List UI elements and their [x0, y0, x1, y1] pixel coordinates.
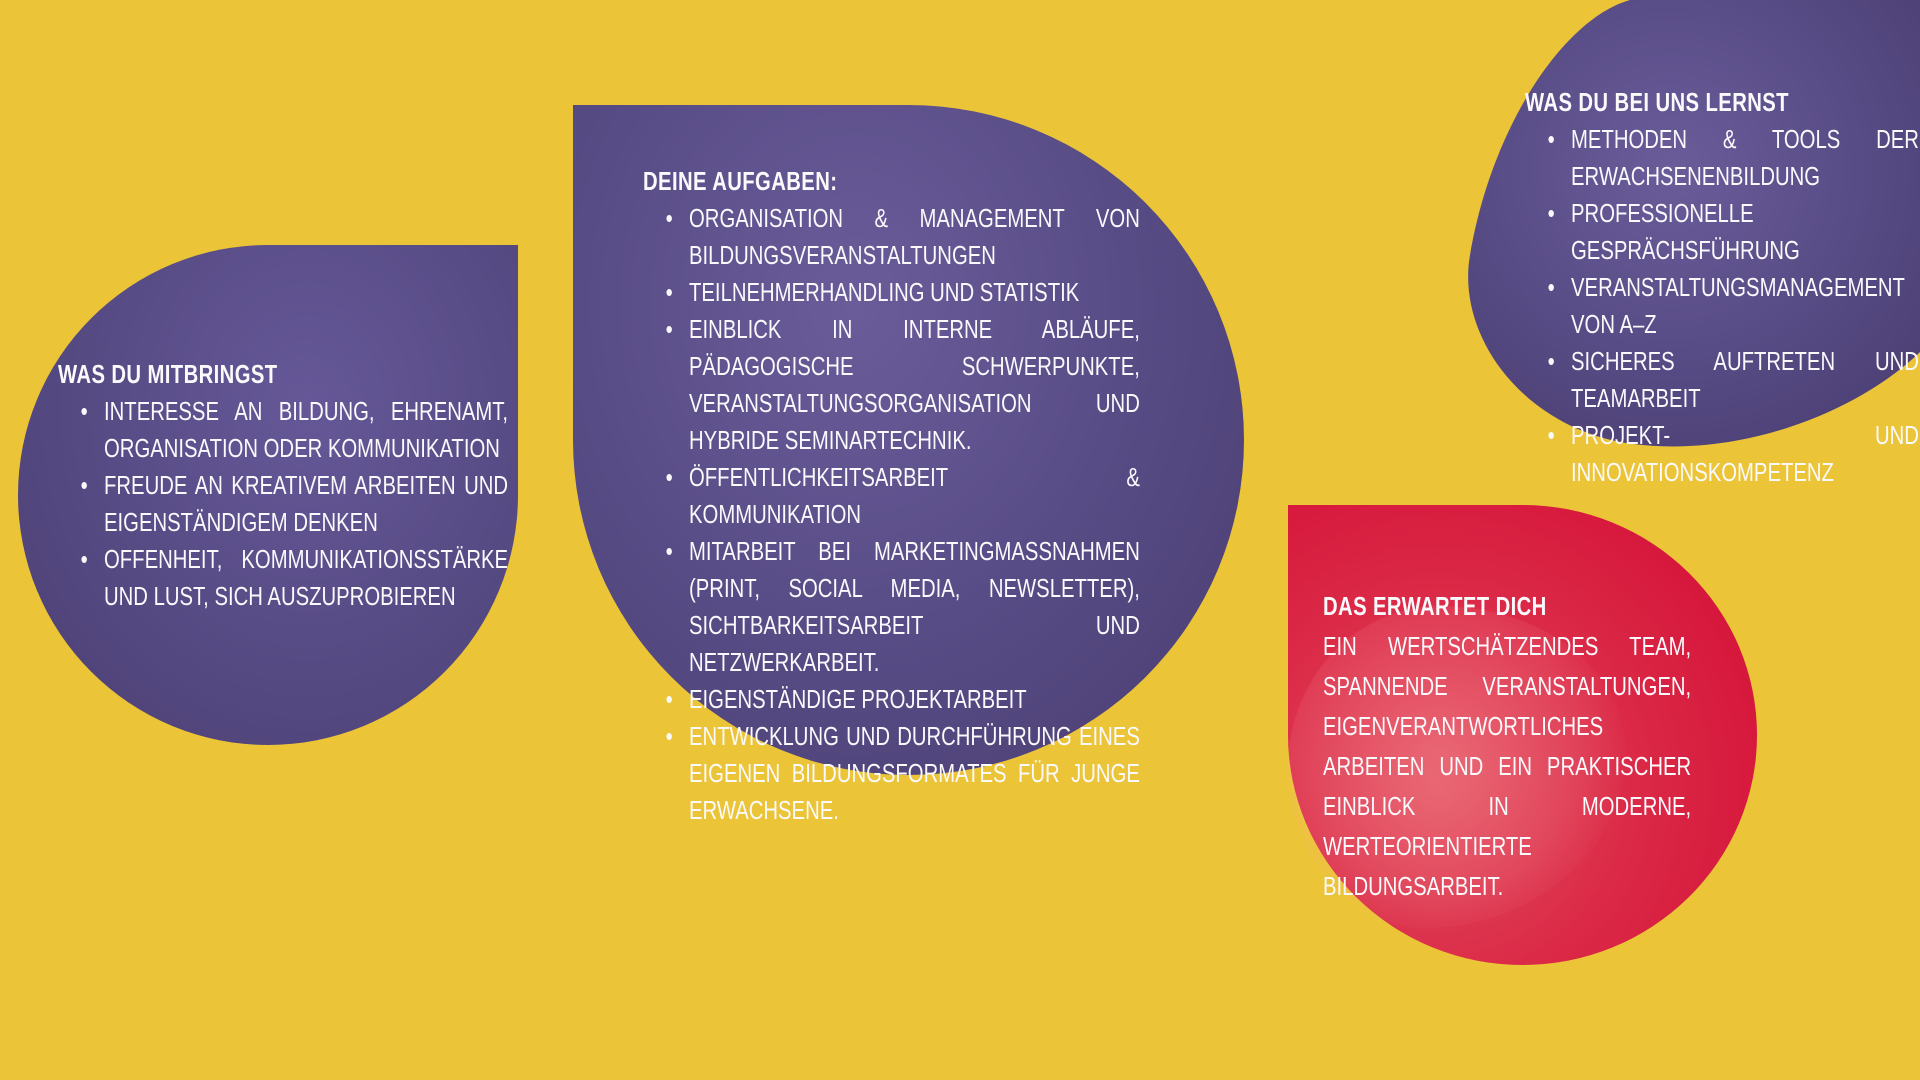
- list-item: INTERESSE AN BILDUNG, EHRENAMT, ORGANISA…: [81, 393, 508, 467]
- section-title: WAS DU MITBRINGST: [58, 359, 278, 389]
- section-deine-aufgaben: DEINE AUFGABEN: ORGANISATION & MANAGEMEN…: [643, 163, 1140, 829]
- bullet-list: INTERESSE AN BILDUNG, EHRENAMT, ORGANISA…: [58, 393, 508, 615]
- list-item: ENTWICKLUNG UND DURCHFÜHRUNG EINES EIGEN…: [666, 718, 1140, 829]
- section-title: DEINE AUFGABEN:: [643, 166, 838, 196]
- list-item: EINBLICK IN INTERNE ABLÄUFE, PÄDAGOGISCH…: [666, 311, 1140, 459]
- section-das-erwartet-dich: DAS ERWARTET DICH EIN WERTSCHÄTZENDES TE…: [1323, 586, 1691, 906]
- list-item: EIGENSTÄNDIGE PROJEKTARBEIT: [666, 681, 1140, 718]
- section-title: WAS DU BEI UNS LERNST: [1525, 87, 1789, 117]
- blob-das-erwartet-dich: [1288, 505, 1757, 965]
- list-item: METHODEN & TOOLS DER ERWACHSENENBILDUNG: [1548, 121, 1919, 195]
- list-item: OFFENHEIT, KOMMUNIKATIONSSTÄRKE UND LUST…: [81, 541, 508, 615]
- list-item: SICHERES AUFTRETEN UND TEAMARBEIT: [1548, 343, 1919, 417]
- list-item: PROFESSIONELLE GESPRÄCHSFÜHRUNG: [1548, 195, 1919, 269]
- section-title: DAS ERWARTET DICH: [1323, 591, 1547, 621]
- bullet-list: METHODEN & TOOLS DER ERWACHSENENBILDUNGP…: [1525, 121, 1919, 491]
- section-paragraph: EIN WERTSCHÄTZENDES TEAM, SPANNENDE VERA…: [1323, 631, 1692, 901]
- list-item: ORGANISATION & MANAGEMENT VON BILDUNGSVE…: [666, 200, 1140, 274]
- section-was-du-mitbringst: WAS DU MITBRINGST INTERESSE AN BILDUNG, …: [58, 356, 508, 615]
- list-item: VERANSTALTUNGSMANAGEMENT VON A–Z: [1548, 269, 1919, 343]
- list-item: ÖFFENTLICHKEITSARBEIT & KOMMUNIKATION: [666, 459, 1140, 533]
- list-item: MITARBEIT BEI MARKETINGMASSNAHMEN (PRINT…: [666, 533, 1140, 681]
- list-item: FREUDE AN KREATIVEM ARBEITEN UND EIGENST…: [81, 467, 508, 541]
- section-was-du-bei-uns-lernst: WAS DU BEI UNS LERNST METHODEN & TOOLS D…: [1525, 84, 1919, 491]
- list-item: TEILNEHMERHANDLING UND STATISTIK: [666, 274, 1140, 311]
- list-item: PROJEKT- UND INNOVATIONSKOMPETENZ: [1548, 417, 1919, 491]
- bullet-list: ORGANISATION & MANAGEMENT VON BILDUNGSVE…: [643, 200, 1140, 829]
